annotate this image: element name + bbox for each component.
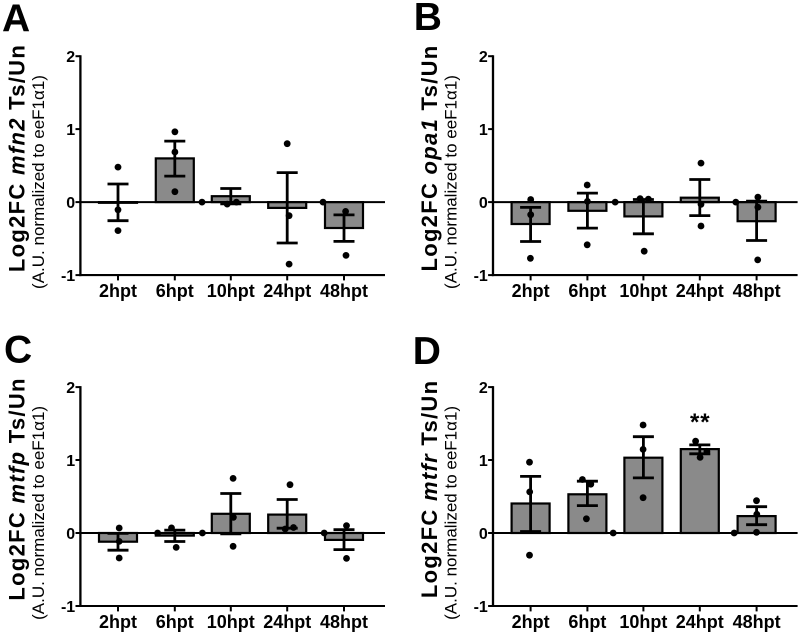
svg-text:0: 0: [479, 195, 488, 212]
svg-text:6hpt: 6hpt: [156, 281, 194, 301]
svg-text:0: 0: [479, 526, 488, 543]
svg-text:(A.U. normalized to eeF1α1): (A.U. normalized to eeF1α1): [29, 75, 48, 289]
svg-text:Log2FC opa1 Ts/Un: Log2FC opa1 Ts/Un: [417, 44, 442, 271]
svg-text:2hpt: 2hpt: [512, 281, 550, 301]
svg-text:10hpt: 10hpt: [207, 612, 255, 632]
svg-text:A: A: [2, 0, 30, 41]
svg-text:D: D: [413, 330, 441, 373]
svg-text:48hpt: 48hpt: [733, 612, 781, 632]
svg-text:24hpt: 24hpt: [676, 281, 724, 301]
svg-text:2: 2: [479, 49, 488, 66]
svg-text:2: 2: [479, 380, 488, 397]
svg-text:24hpt: 24hpt: [676, 612, 724, 632]
svg-text:10hpt: 10hpt: [619, 612, 667, 632]
svg-text:48hpt: 48hpt: [320, 281, 368, 301]
svg-text:2: 2: [66, 49, 75, 66]
svg-text:2hpt: 2hpt: [512, 612, 550, 632]
svg-text:1: 1: [479, 122, 488, 139]
svg-text:B: B: [414, 0, 442, 39]
svg-text:6hpt: 6hpt: [568, 281, 606, 301]
svg-text:6hpt: 6hpt: [568, 612, 606, 632]
svg-text:Log2FC mfn2 Ts/Un: Log2FC mfn2 Ts/Un: [4, 44, 29, 272]
svg-text:2hpt: 2hpt: [99, 612, 137, 632]
svg-text:-1: -1: [61, 268, 75, 285]
svg-text:Log2FC mtfp Ts/Un: Log2FC mtfp Ts/Un: [4, 377, 29, 600]
svg-text:24hpt: 24hpt: [263, 612, 311, 632]
svg-text:-1: -1: [474, 599, 488, 616]
svg-text:1: 1: [66, 453, 75, 470]
svg-text:10hpt: 10hpt: [619, 281, 667, 301]
svg-text:48hpt: 48hpt: [320, 612, 368, 632]
svg-text:1: 1: [66, 122, 75, 139]
svg-text:1: 1: [479, 453, 488, 470]
svg-text:-1: -1: [474, 268, 488, 285]
svg-text:(A.U. normalized to eeF1α1): (A.U. normalized to eeF1α1): [442, 75, 461, 289]
svg-text:C: C: [4, 329, 32, 372]
svg-text:2: 2: [66, 380, 75, 397]
svg-text:10hpt: 10hpt: [207, 281, 255, 301]
svg-text:**: **: [690, 409, 711, 436]
svg-text:-1: -1: [61, 599, 75, 616]
svg-text:0: 0: [66, 526, 75, 543]
svg-text:(A.U. normalized to eeF1α1): (A.U. normalized to eeF1α1): [442, 406, 461, 620]
svg-text:0: 0: [66, 195, 75, 212]
svg-text:6hpt: 6hpt: [156, 612, 194, 632]
svg-text:(A.U. normalized to eeF1α1): (A.U. normalized to eeF1α1): [29, 406, 48, 620]
svg-text:2hpt: 2hpt: [99, 281, 137, 301]
svg-text:Log2FC mtfr Ts/Un: Log2FC mtfr Ts/Un: [417, 380, 442, 598]
svg-text:48hpt: 48hpt: [733, 281, 781, 301]
svg-text:24hpt: 24hpt: [263, 281, 311, 301]
